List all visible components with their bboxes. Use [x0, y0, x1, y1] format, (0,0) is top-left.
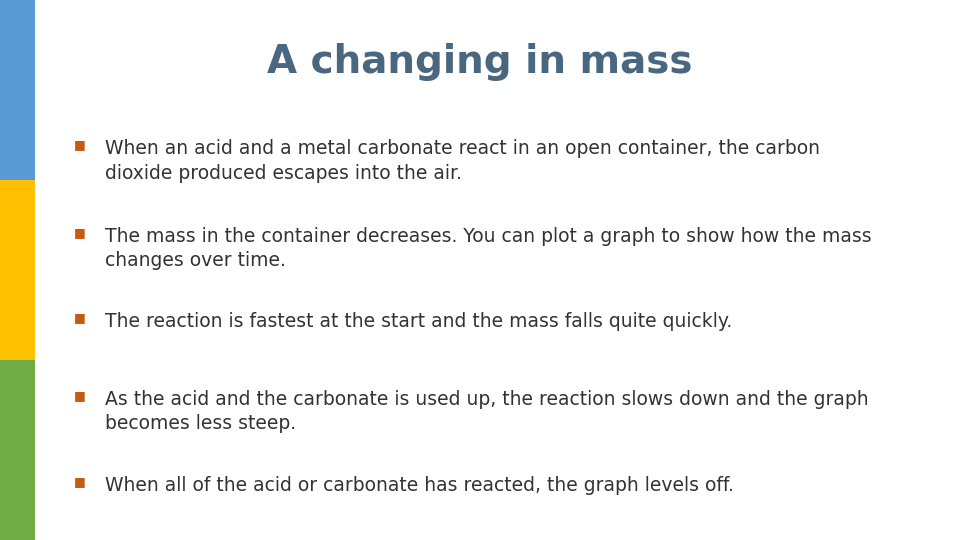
Text: ■: ■ [74, 475, 85, 488]
Text: The mass in the container decreases. You can plot a graph to show how the mass
c: The mass in the container decreases. You… [105, 227, 872, 270]
Text: ■: ■ [74, 389, 85, 402]
Text: ■: ■ [74, 138, 85, 151]
Text: ■: ■ [74, 311, 85, 324]
Text: When all of the acid or carbonate has reacted, the graph levels off.: When all of the acid or carbonate has re… [105, 476, 733, 495]
Bar [0, 360, 35, 540]
Text: A changing in mass: A changing in mass [267, 43, 693, 81]
Text: When an acid and a metal carbonate react in an open container, the carbon
dioxid: When an acid and a metal carbonate react… [105, 139, 820, 183]
Bar [0, 180, 35, 360]
Text: As the acid and the carbonate is used up, the reaction slows down and the graph
: As the acid and the carbonate is used up… [105, 390, 869, 433]
Text: ■: ■ [74, 226, 85, 239]
Text: The reaction is fastest at the start and the mass falls quite quickly.: The reaction is fastest at the start and… [105, 312, 732, 331]
Bar [0, 0, 35, 180]
